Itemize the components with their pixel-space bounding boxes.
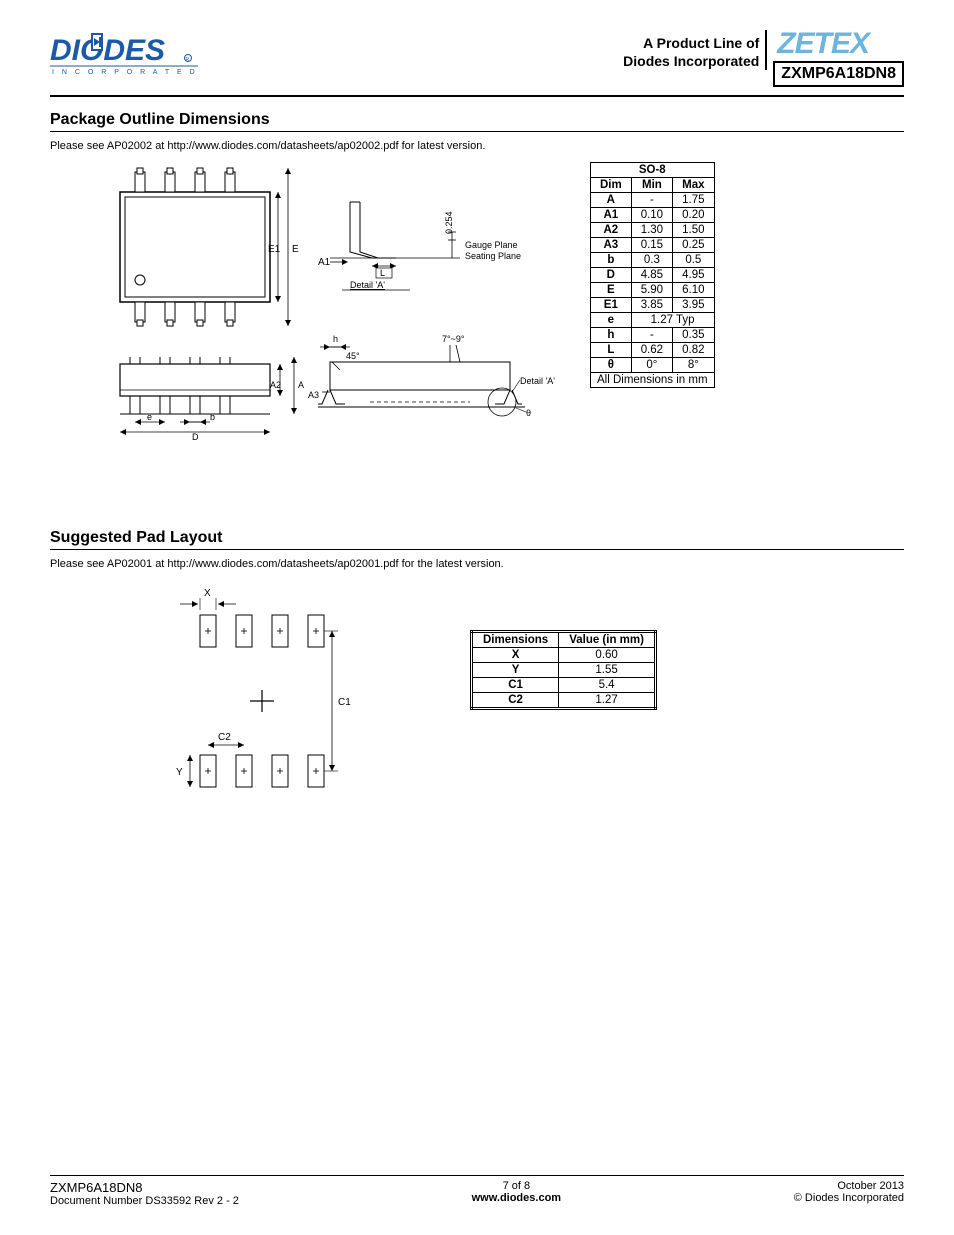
pad-layout-diagram: X C1 C2 <box>170 580 390 813</box>
table-row: A10.100.20 <box>591 208 715 223</box>
page-header: DIODES R I N C O R P O R A T E D A Produ… <box>50 30 904 87</box>
pad-layout-table: Dimensions Value (in mm) X0.60 Y1.55 C15… <box>470 630 657 710</box>
so8-dimensions-table: SO-8 Dim Min Max A-1.75 A10.100.20 A21.3… <box>590 162 715 388</box>
zetex-logo: ZETEX <box>773 30 904 59</box>
table-row: e1.27 Typ <box>591 313 715 328</box>
footer-doc: Document Number DS33592 Rev 2 - 2 <box>50 1195 239 1207</box>
section1-note: Please see AP02002 at http://www.diodes.… <box>50 140 904 152</box>
diodes-logo: DIODES R I N C O R P O R A T E D <box>50 30 200 82</box>
tagline: A Product Line of Diodes Incorporated <box>623 30 767 70</box>
tagline-line1: A Product Line of <box>623 34 759 52</box>
svg-text:C2: C2 <box>218 732 231 743</box>
section2-content: X C1 C2 <box>170 580 904 813</box>
svg-text:Detail 'A': Detail 'A' <box>350 280 385 290</box>
svg-text:E1: E1 <box>268 244 281 255</box>
page-footer: ZXMP6A18DN8 Document Number DS33592 Rev … <box>50 1175 904 1207</box>
table-row: C15.4 <box>472 678 656 693</box>
table-row: L0.620.82 <box>591 343 715 358</box>
so8-table-title: SO-8 <box>591 163 715 178</box>
svg-text:L: L <box>380 268 385 278</box>
svg-text:7°~9°: 7°~9° <box>442 334 465 344</box>
section1-rule <box>50 131 904 132</box>
svg-text:Seating Plane: Seating Plane <box>465 251 521 261</box>
svg-text:C1: C1 <box>338 697 351 708</box>
svg-text:θ: θ <box>526 408 531 418</box>
table-row: θ0°8° <box>591 358 715 373</box>
footer-page: 7 of 8 <box>472 1180 561 1192</box>
package-outline-diagram: E1 E L A1 0.254 <box>50 162 560 445</box>
section2-note: Please see AP02001 at http://www.diodes.… <box>50 558 904 570</box>
so8-hdr-min: Min <box>631 178 672 193</box>
svg-text:45°: 45° <box>346 351 360 361</box>
svg-text:A1: A1 <box>318 257 331 268</box>
svg-text:h: h <box>333 334 338 344</box>
svg-text:Gauge Plane: Gauge Plane <box>465 240 518 250</box>
header-rule <box>50 95 904 97</box>
footer-copyright: © Diodes Incorporated <box>794 1192 904 1204</box>
tagline-line2: Diodes Incorporated <box>623 52 759 70</box>
so8-hdr-max: Max <box>673 178 714 193</box>
footer-part: ZXMP6A18DN8 <box>50 1180 239 1195</box>
table-row: A30.150.25 <box>591 238 715 253</box>
svg-text:A2: A2 <box>270 380 281 390</box>
table-row: C21.27 <box>472 693 656 709</box>
section1-content: E1 E L A1 0.254 <box>50 162 904 445</box>
section2-title: Suggested Pad Layout <box>50 529 904 547</box>
svg-text:0.254: 0.254 <box>444 211 454 234</box>
section1-title: Package Outline Dimensions <box>50 111 904 129</box>
table-row: Y1.55 <box>472 663 656 678</box>
so8-table-footer: All Dimensions in mm <box>591 373 715 388</box>
svg-text:X: X <box>204 588 211 599</box>
table-row: E13.853.95 <box>591 298 715 313</box>
svg-text:A3: A3 <box>308 390 319 400</box>
svg-text:E: E <box>292 244 299 255</box>
table-row: b0.30.5 <box>591 253 715 268</box>
svg-text:b: b <box>210 412 215 422</box>
so8-hdr-dim: Dim <box>591 178 632 193</box>
svg-text:Detail 'A': Detail 'A' <box>520 376 555 386</box>
svg-text:R: R <box>186 57 190 63</box>
part-number-box: ZXMP6A18DN8 <box>773 61 904 87</box>
svg-text:A: A <box>298 380 304 390</box>
section2-rule <box>50 549 904 550</box>
table-row: X0.60 <box>472 648 656 663</box>
footer-date: October 2013 <box>794 1180 904 1192</box>
table-row: D4.854.95 <box>591 268 715 283</box>
svg-text:D: D <box>192 432 199 442</box>
table-row: h-0.35 <box>591 328 715 343</box>
svg-text:e: e <box>147 412 152 422</box>
svg-text:Y: Y <box>176 767 183 778</box>
table-row: E5.906.10 <box>591 283 715 298</box>
diodes-logo-text: DIODES <box>50 34 165 67</box>
table-row: A21.301.50 <box>591 223 715 238</box>
footer-url: www.diodes.com <box>472 1192 561 1204</box>
table-row: A-1.75 <box>591 193 715 208</box>
pad-hdr-val: Value (in mm) <box>559 632 656 648</box>
diodes-logo-sub: I N C O R P O R A T E D <box>52 69 198 76</box>
pad-hdr-dim: Dimensions <box>472 632 559 648</box>
